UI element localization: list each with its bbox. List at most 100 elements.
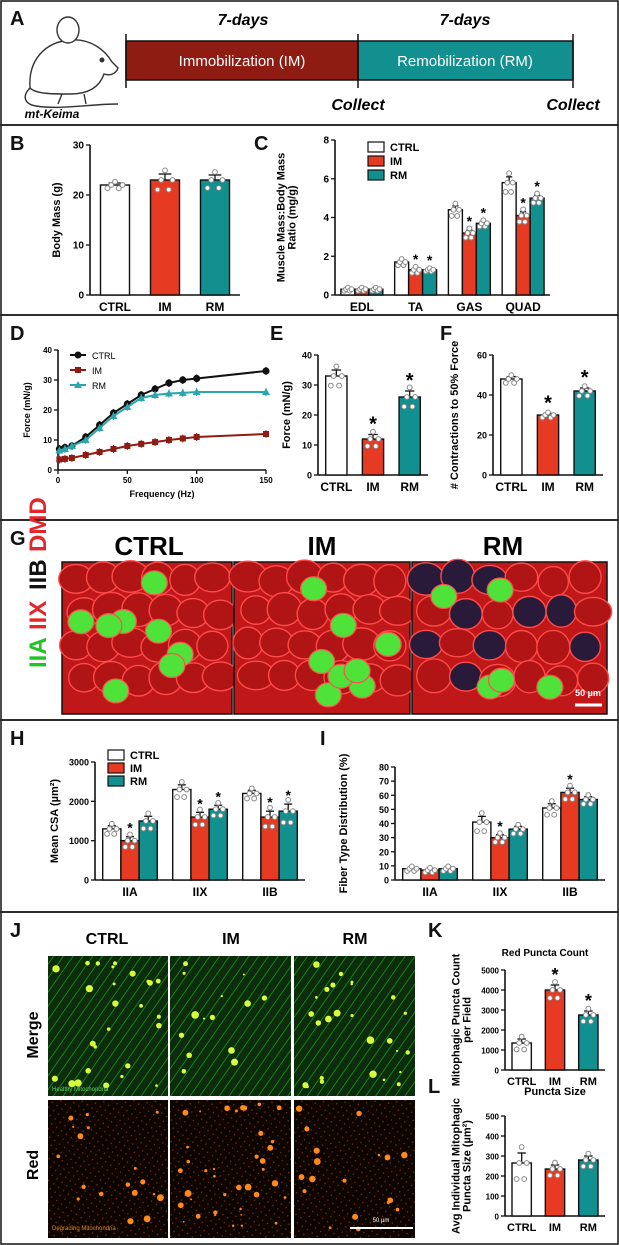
data-point — [113, 825, 120, 832]
data-point — [162, 167, 168, 174]
remobilization-label: Remobilization (RM) — [397, 53, 533, 70]
data-point — [584, 392, 591, 399]
y-tick-label: 20 — [379, 847, 389, 857]
mouse-label: mt-Keima — [25, 107, 80, 121]
panel-letter: F — [440, 323, 452, 345]
mitophagy-puncta — [157, 1194, 164, 1202]
data-point — [106, 825, 113, 832]
y-tick-label: 30 — [379, 833, 389, 843]
data-point — [338, 373, 345, 379]
stain-label-iix: IIX — [25, 601, 52, 630]
y-tick-label: 5000 — [481, 967, 499, 976]
x-tick-label: RM — [575, 480, 594, 494]
significance-star: * — [534, 178, 540, 194]
mitophagy-puncta — [224, 1105, 230, 1112]
data-point — [547, 1172, 553, 1179]
y-axis-label: Muscle Mass:Body MassRatio (mg/g) — [276, 153, 299, 283]
y-tick-label: 60 — [379, 791, 389, 801]
mitophagy-puncta — [342, 1178, 347, 1183]
data-point — [401, 403, 408, 410]
legend-swatch — [367, 169, 385, 181]
legend-label: IM — [92, 366, 102, 376]
y-tick-label: 0 — [384, 876, 389, 886]
data-point — [468, 234, 475, 241]
data-point — [409, 403, 416, 410]
data-point — [244, 795, 250, 802]
mitophagy-puncta — [254, 1154, 259, 1159]
data-point — [220, 806, 226, 813]
significance-star: * — [467, 213, 473, 229]
data-point — [547, 995, 553, 1001]
type-iia-fiber — [314, 682, 342, 708]
data-point — [521, 1046, 528, 1053]
y-axis-label: Force (mN/g) — [281, 381, 293, 449]
y-axis-label-line: Puncta Size (µm²) — [462, 1120, 474, 1212]
significance-star: * — [585, 991, 592, 1011]
data-point — [150, 818, 156, 824]
y-axis-label-line: per Field — [462, 997, 474, 1043]
legend-swatch — [367, 141, 385, 153]
data-point — [549, 1166, 556, 1172]
muscle-fiber — [408, 629, 444, 660]
mitophagy-puncta — [186, 1159, 191, 1164]
data-point — [553, 805, 560, 811]
x-axis-label: Puncta Size — [524, 1086, 586, 1098]
muscle-fiber — [296, 597, 330, 631]
series-line — [59, 433, 267, 461]
x-tick-label: 0 — [56, 476, 61, 485]
mitochondria-puncta — [156, 1014, 161, 1019]
mitophagy-puncta — [140, 1179, 146, 1185]
y-tick-label: 10 — [73, 241, 85, 252]
legend-marker — [75, 367, 81, 373]
mitochondria-puncta — [85, 1068, 91, 1074]
bar — [149, 179, 181, 296]
muscle-fiber — [512, 595, 547, 629]
mitophagy-puncta — [267, 1144, 274, 1151]
data-point — [450, 865, 456, 872]
mitophagy-puncta — [298, 1174, 305, 1180]
mitophagy-puncta — [127, 1218, 134, 1225]
bar — [475, 222, 492, 296]
mitophagy-puncta — [356, 1110, 362, 1117]
chart-fiber-type: 0 10 20 30 40 50 60 70 80 Fiber Type Distribution… — [338, 753, 605, 899]
type-iia-fiber — [144, 618, 173, 644]
mitochondria-puncta — [95, 961, 101, 966]
mitophagy-puncta — [240, 1224, 244, 1227]
data-point — [108, 182, 115, 188]
data-point — [590, 1157, 597, 1163]
type-iia-fiber — [430, 583, 458, 610]
y-tick-label: 10 — [43, 436, 52, 445]
data-point — [127, 831, 133, 838]
significance-star: * — [197, 795, 203, 811]
data-point — [474, 828, 480, 835]
mitochondria-puncta — [319, 1079, 325, 1084]
bar — [578, 798, 598, 881]
muscle-fiber — [201, 661, 240, 692]
mitochondria-puncta — [315, 996, 318, 999]
data-point — [582, 796, 589, 803]
data-point — [513, 1176, 520, 1182]
significance-star: * — [520, 195, 526, 211]
x-tick-label: IM — [158, 300, 171, 314]
x-tick-label: IM — [541, 480, 554, 494]
muscle-fiber — [415, 658, 453, 694]
data-point — [246, 790, 253, 797]
chart-force-frequency: 0 10 20 30 40 0 50 100 150 Frequency (Hz) Force (m… — [22, 346, 273, 499]
legend-swatch — [107, 775, 125, 787]
mitophagy-puncta — [258, 1130, 264, 1136]
y-axis-label-line: Ratio (mg/g) — [287, 185, 299, 249]
data-point — [480, 217, 487, 224]
data-point — [520, 206, 527, 213]
mitophagy-puncta — [177, 1168, 183, 1174]
mitochondria-puncta — [350, 982, 353, 986]
x-tick-label: IIX — [493, 885, 508, 899]
mitophagy-puncta — [274, 1221, 278, 1225]
data-point — [545, 409, 551, 416]
mitophagy-puncta — [244, 1183, 252, 1191]
x-axis-label: Frequency (Hz) — [129, 489, 194, 499]
type-iia-fiber — [140, 570, 168, 596]
mitochondria-puncta — [395, 1049, 399, 1053]
data-point — [530, 199, 537, 206]
y-axis-label: Mitophagic Puncta Countper Field — [451, 953, 474, 1086]
mitochondria-puncta — [231, 1058, 239, 1066]
